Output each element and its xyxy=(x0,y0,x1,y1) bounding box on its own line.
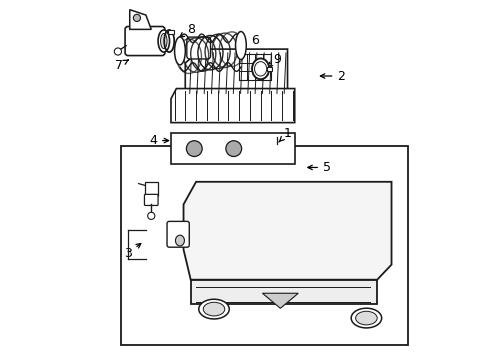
Circle shape xyxy=(133,14,140,22)
Ellipse shape xyxy=(198,299,229,319)
Polygon shape xyxy=(129,10,151,30)
Bar xyxy=(171,134,294,164)
Ellipse shape xyxy=(350,308,381,328)
Circle shape xyxy=(114,48,121,55)
FancyBboxPatch shape xyxy=(125,27,164,55)
FancyBboxPatch shape xyxy=(167,221,189,247)
Circle shape xyxy=(186,141,202,157)
Text: 7: 7 xyxy=(115,59,128,72)
Text: 3: 3 xyxy=(124,243,141,260)
Ellipse shape xyxy=(160,33,167,49)
Polygon shape xyxy=(185,49,287,96)
Polygon shape xyxy=(262,293,298,308)
Bar xyxy=(144,182,158,196)
Ellipse shape xyxy=(203,302,224,316)
Bar xyxy=(239,54,271,80)
Ellipse shape xyxy=(158,30,169,52)
Text: 2: 2 xyxy=(320,69,345,82)
Bar xyxy=(266,67,271,71)
FancyBboxPatch shape xyxy=(186,37,210,59)
Circle shape xyxy=(225,141,241,157)
Ellipse shape xyxy=(355,311,376,325)
Polygon shape xyxy=(190,280,376,304)
Ellipse shape xyxy=(251,58,269,79)
Ellipse shape xyxy=(235,32,246,59)
Polygon shape xyxy=(183,182,391,280)
Circle shape xyxy=(147,212,155,220)
Polygon shape xyxy=(171,89,294,123)
Text: 1: 1 xyxy=(278,127,291,142)
Text: 8: 8 xyxy=(180,23,194,37)
Text: 4: 4 xyxy=(149,134,168,147)
Ellipse shape xyxy=(174,37,185,65)
Text: 5: 5 xyxy=(307,161,330,174)
Text: 9: 9 xyxy=(267,53,280,67)
Ellipse shape xyxy=(175,235,184,246)
Bar xyxy=(168,31,174,34)
Bar xyxy=(121,146,407,345)
FancyBboxPatch shape xyxy=(144,194,158,206)
Text: 6: 6 xyxy=(237,33,259,48)
